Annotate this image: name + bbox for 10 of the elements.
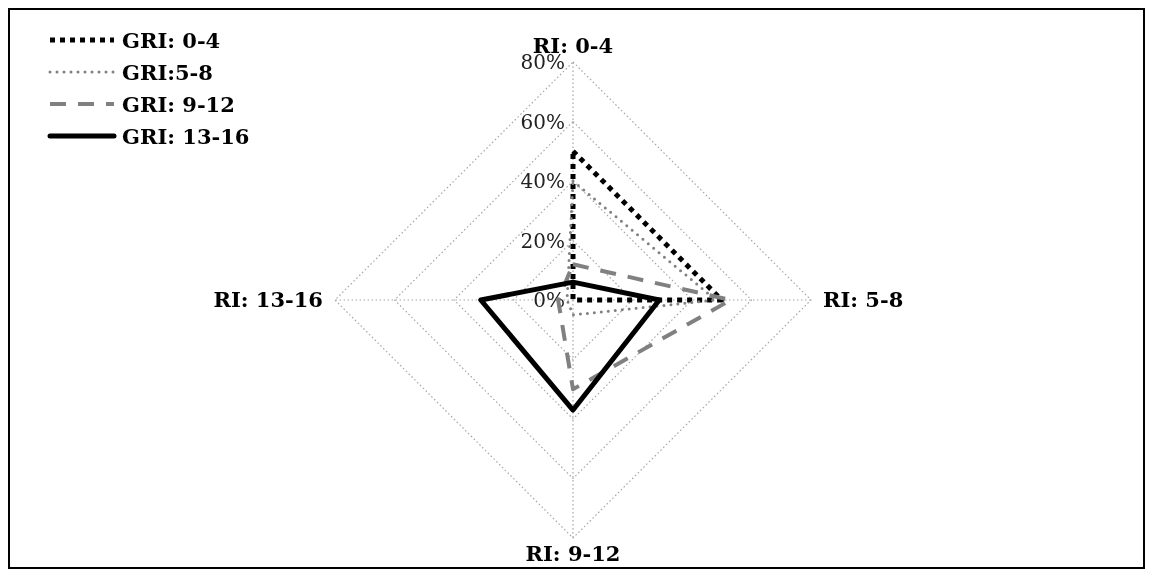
spoke-label: RI: 13-16 [213,287,323,312]
legend-label: GRI:5-8 [122,60,213,85]
spoke-label: RI: 5-8 [823,287,904,312]
spoke-label: RI: 9-12 [525,541,621,566]
y-tick-label: 40% [520,169,565,193]
y-tick-label: 60% [520,109,565,134]
legend-label: GRI: 13-16 [122,124,250,149]
legend-label: GRI: 0-4 [122,28,221,53]
legend-label: GRI: 9-12 [122,92,235,117]
y-tick-label: 20% [520,228,565,253]
